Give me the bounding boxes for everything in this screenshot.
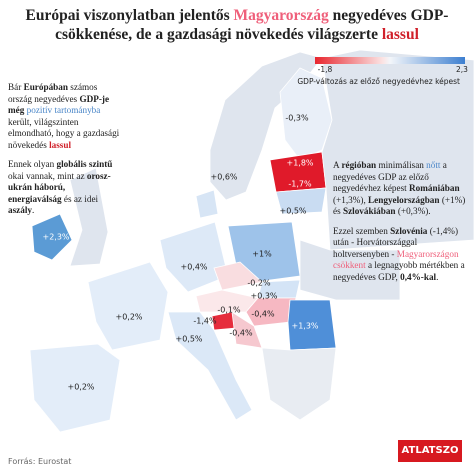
- text-run: Romániában: [409, 183, 460, 193]
- text-run: Ennek olyan: [8, 159, 57, 169]
- iberia: [29, 343, 121, 433]
- map-label: +1,8%: [286, 159, 313, 168]
- map-label: -0,1%: [217, 306, 241, 315]
- text-run: nőtt: [426, 160, 441, 170]
- ireland: [31, 213, 73, 261]
- text-run: globális szintű: [56, 159, 113, 169]
- text-run: A: [333, 160, 342, 170]
- map-label: +0,5%: [175, 335, 202, 344]
- text-run: Európai viszonylatban jelentős: [25, 7, 234, 24]
- lithuania: [275, 187, 327, 215]
- paragraph: Bár Európában számos ország negyedéves G…: [8, 82, 120, 151]
- text-run: Magyarországon csökkent: [333, 248, 459, 271]
- countries: [29, 49, 474, 433]
- text-run: Európában: [23, 82, 68, 92]
- legend-max: 2,3: [456, 65, 468, 74]
- text-run: lassul: [49, 139, 72, 150]
- text-run: számos ország negyedéves: [8, 82, 98, 104]
- ukraine: [299, 239, 401, 301]
- text-run: Lengyelországban: [368, 194, 440, 205]
- text-run: GDP-je még: [8, 93, 110, 116]
- text-run: minimálisan: [376, 160, 427, 170]
- paragraph: A régióban minimálisan nőtt a negyedéves…: [333, 160, 468, 218]
- source: Forrás: Eurostat: [8, 457, 72, 466]
- text-run: (+1%) és: [333, 194, 466, 217]
- text-run: a negyedéves GDP az előző negyedévhez ké…: [333, 160, 447, 193]
- legend-caption: GDP-változás az előző negyedévhez képest: [297, 77, 460, 86]
- italy: [167, 311, 253, 421]
- text-run: pozitív tartományba: [26, 105, 101, 115]
- text-run: Magyarország: [233, 7, 329, 24]
- left-text: Bár Európában számos ország negyedéves G…: [8, 82, 120, 225]
- text-run: és az idei: [61, 193, 99, 204]
- text-run: (+1,3%),: [333, 194, 369, 205]
- map-label: +0,5%: [279, 207, 306, 216]
- map-label: +1%: [252, 250, 272, 259]
- map-label: -0,3%: [285, 114, 309, 123]
- legend-min: -1,8: [318, 65, 333, 74]
- text-run: 0,4%-kal: [400, 271, 437, 282]
- map-label: +0,2%: [67, 383, 94, 392]
- paragraph: Ezzel szemben Szlovénia (-1,4%) után - H…: [333, 226, 468, 284]
- text-run: lassul: [381, 26, 419, 43]
- map-label: +0,2%: [115, 313, 142, 322]
- text-run: került, világszinten elmondható, hogy a …: [8, 116, 120, 150]
- text-run: a legnagyobb mértékben a negyedéves GDP,: [333, 260, 465, 282]
- map-label: +0,3%: [250, 292, 277, 301]
- title: Európai viszonylatban jelentős Magyarors…: [8, 6, 466, 44]
- text-run: (+0,3%).: [395, 206, 431, 216]
- map-label: -0,4%: [229, 329, 253, 338]
- legend-gradient: [315, 57, 465, 64]
- balkans: [261, 347, 337, 421]
- text-run: negyedéves GDP-csökkenése, de a gazdaság…: [55, 7, 449, 43]
- map-label: +2,3%: [42, 233, 69, 242]
- map-label: -1,7%: [288, 180, 312, 189]
- text-run: Bár: [8, 82, 24, 92]
- map-label: -1,4%: [193, 317, 217, 326]
- map-label: -0,4%: [251, 310, 275, 319]
- text-run: Szlovénia: [390, 225, 428, 236]
- paragraph: Ennek olyan globális szintű okai vannak,…: [8, 159, 120, 217]
- text-run: Szlovákiában: [342, 206, 396, 216]
- logo: ATLATSZO: [398, 440, 462, 462]
- uk: [69, 167, 109, 267]
- text-run: .: [32, 205, 35, 215]
- map-label: -0,2%: [247, 279, 271, 288]
- text-run: .: [436, 271, 439, 282]
- text-run: (-1,4%) után - Horvátországgal holtverse…: [333, 225, 459, 259]
- text-run: Ezzel szemben: [333, 225, 391, 236]
- map-label: +0,6%: [210, 173, 237, 182]
- text-run: aszály: [8, 205, 32, 215]
- right-text: A régióban minimálisan nőtt a negyedéves…: [333, 160, 468, 291]
- text-run: orosz-ukrán háború, energiaválság: [8, 170, 111, 204]
- text-run: régióban: [341, 160, 377, 170]
- france: [87, 261, 169, 351]
- text-run: okai vannak, mint az: [8, 170, 87, 181]
- benelux-germany: [159, 221, 229, 293]
- map-labels: -0,3% +1,8% -1,7% +0,5% +0,6% +2,3% +1% +0,4% -0…: [42, 114, 318, 392]
- denmark: [195, 189, 219, 219]
- map-label: +1,3%: [291, 322, 318, 331]
- map-label: +0,4%: [180, 263, 207, 272]
